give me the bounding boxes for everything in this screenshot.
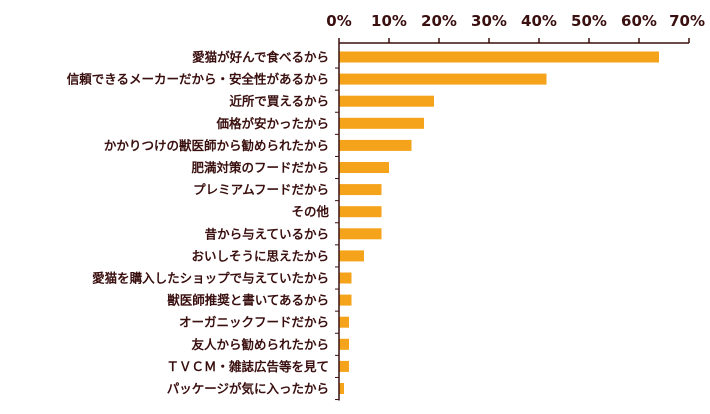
x-tick-label: 70% [669, 12, 705, 30]
category-label: ＴＶＣＭ・雑誌広告等を見て [166, 359, 329, 374]
bar-7 [339, 184, 382, 196]
category-label: かかりつけの獣医師から勧められたから [104, 138, 329, 153]
category-label: 近所で買えるから [229, 94, 329, 109]
category-label: 昔から与えているから [205, 226, 329, 241]
x-tick-label: 10% [371, 12, 407, 30]
bar-14 [339, 338, 349, 350]
x-tick-label: 20% [421, 12, 457, 30]
category-label: 信頼できるメーカーだから・安全性があるから [67, 72, 329, 87]
bar-2 [339, 73, 547, 85]
category-label: 肥満対策のフードだから [191, 160, 329, 175]
category-label: パッケージが気に入ったから [167, 381, 329, 396]
category-label: オーガニックフードだから [179, 315, 329, 330]
category-label: 愛猫を購入したショップで与えていたから [92, 271, 329, 286]
bar-8 [339, 206, 382, 218]
category-label: その他 [291, 204, 329, 219]
category-label: おいしそうに思えたから [191, 248, 329, 263]
category-label: プレミアムフードだから [193, 182, 329, 197]
bar-16 [339, 383, 344, 394]
bar-3 [339, 95, 434, 107]
bar-10 [339, 250, 364, 262]
bar-9 [339, 228, 382, 240]
bar-11 [339, 272, 352, 284]
category-label: 獣医師推奨と書いてあるから [167, 293, 329, 308]
bar-1 [339, 51, 659, 63]
bar-6 [339, 162, 389, 173]
bar-12 [339, 294, 352, 306]
x-tick-label: 40% [521, 12, 557, 30]
category-label: 愛猫が好んで食べるから [192, 50, 329, 65]
category-label: 価格が安かったから [215, 116, 329, 131]
x-tick-label: 50% [571, 12, 607, 30]
x-tick-label: 0% [326, 12, 351, 30]
bar-5 [339, 139, 412, 151]
x-tick-label: 60% [621, 12, 657, 30]
x-tick-label: 30% [471, 12, 507, 30]
bar-4 [339, 117, 424, 129]
bar-13 [339, 316, 349, 328]
category-label: 友人から勧められたから [190, 337, 329, 352]
bar-15 [339, 360, 349, 372]
